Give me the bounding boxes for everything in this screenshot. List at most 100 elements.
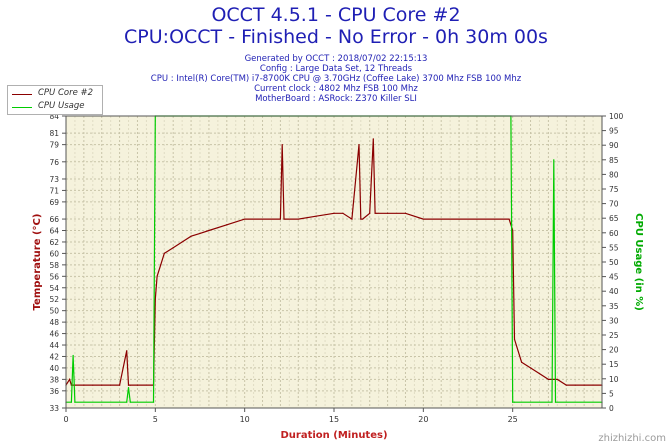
data-point-cpu-core xyxy=(494,218,496,220)
data-point-cpu-core xyxy=(342,212,344,214)
data-point-cpu-core xyxy=(119,384,121,386)
data-point-cpu-core xyxy=(512,229,514,232)
data-point-cpu-core xyxy=(440,218,442,220)
data-point-cpu-core xyxy=(110,384,112,386)
data-point-cpu-usage xyxy=(70,401,72,403)
data-point-cpu-core xyxy=(281,144,283,146)
data-point-cpu-core xyxy=(83,384,85,386)
y-left-tick-label: 52 xyxy=(49,295,59,304)
data-point-cpu-core xyxy=(208,229,210,232)
series-layer xyxy=(65,115,603,403)
y-right-tick-label: 35 xyxy=(609,302,619,311)
y-left-tick-label: 58 xyxy=(49,261,59,270)
legend-label-cpu-core: CPU Core #2 xyxy=(38,88,94,98)
y-left-tick-label: 73 xyxy=(49,175,59,184)
y-right-tick-label: 80 xyxy=(609,170,619,179)
y-left-tick-label: 54 xyxy=(49,284,59,293)
data-point-cpu-usage xyxy=(554,401,557,403)
data-point-cpu-core xyxy=(574,384,576,386)
data-point-cpu-core xyxy=(190,235,192,237)
data-point-cpu-usage xyxy=(127,386,130,389)
y-axis-left-label: Temperature (°C) xyxy=(32,214,43,311)
legend-swatch-cpu-core xyxy=(12,94,32,95)
data-point-cpu-core xyxy=(556,378,558,380)
y-left-tick-label: 38 xyxy=(49,375,59,384)
data-point-cpu-core xyxy=(476,218,478,220)
data-point-cpu-core xyxy=(261,218,264,220)
y-left-tick-label: 46 xyxy=(49,330,59,339)
y-left-tick-label: 40 xyxy=(49,364,59,373)
legend-swatch-cpu-usage xyxy=(12,107,32,108)
series-line-cpu-usage xyxy=(66,115,602,403)
y-right-tick-label: 10 xyxy=(609,375,619,384)
y-left-tick-label: 76 xyxy=(49,158,59,167)
y-left-tick-label: 50 xyxy=(49,307,59,316)
data-point-cpu-core xyxy=(372,138,374,140)
data-point-cpu-core xyxy=(160,264,162,266)
data-point-cpu-core xyxy=(315,215,317,217)
data-point-cpu-core xyxy=(283,218,285,220)
y-left-tick-label: 81 xyxy=(49,129,59,138)
y-left-tick-label: 33 xyxy=(49,404,59,413)
data-point-cpu-core xyxy=(181,241,183,243)
y-left-tick-label: 56 xyxy=(49,272,59,281)
data-point-cpu-core xyxy=(226,224,228,226)
x-tick-label: 0 xyxy=(63,415,68,424)
x-tick-label: 15 xyxy=(329,415,339,424)
data-point-cpu-usage xyxy=(152,401,155,403)
data-point-cpu-core xyxy=(387,212,389,214)
data-point-cpu-core xyxy=(358,144,360,146)
data-point-cpu-core xyxy=(351,218,353,220)
y-left-tick-label: 66 xyxy=(49,215,59,224)
data-point-cpu-core xyxy=(163,252,165,255)
x-tick-label: 25 xyxy=(508,415,518,424)
chart-title: OCCT 4.5.1 - CPU Core #2 xyxy=(211,4,461,26)
data-point-cpu-core xyxy=(404,212,407,214)
data-point-cpu-core xyxy=(529,367,532,369)
data-point-cpu-core xyxy=(360,218,362,220)
y-left-tick-label: 84 xyxy=(49,112,59,121)
y-right-tick-label: 15 xyxy=(609,360,619,369)
y-right-tick-label: 75 xyxy=(609,185,619,194)
x-tick-label: 10 xyxy=(240,415,250,424)
data-point-cpu-core xyxy=(172,247,174,249)
y-right-tick-label: 20 xyxy=(609,346,619,355)
data-point-cpu-core xyxy=(136,384,139,386)
info-motherboard: MotherBoard : ASRock: Z370 Killer SLI xyxy=(255,94,417,104)
y-right-tick-label: 5 xyxy=(609,389,614,398)
data-point-cpu-usage xyxy=(551,401,553,403)
y-left-tick-label: 79 xyxy=(49,141,59,150)
data-point-cpu-core xyxy=(374,212,376,214)
y-right-tick-label: 25 xyxy=(609,331,619,340)
data-point-cpu-core xyxy=(92,384,94,386)
y-right-tick-label: 90 xyxy=(609,141,619,150)
data-point-cpu-core xyxy=(129,384,131,386)
data-point-cpu-usage xyxy=(553,159,555,161)
y-right-tick-label: 60 xyxy=(609,229,619,238)
y-right-tick-label: 65 xyxy=(609,214,619,223)
y-right-tick-label: 85 xyxy=(609,156,619,165)
data-point-cpu-core xyxy=(297,218,299,220)
data-point-cpu-core xyxy=(583,384,585,386)
y-axis-right-label: CPU Usage (in %) xyxy=(633,213,644,311)
y-right-tick-label: 70 xyxy=(609,200,619,209)
data-point-cpu-core xyxy=(565,384,567,386)
data-point-cpu-usage xyxy=(513,401,516,403)
y-right-tick-label: 0 xyxy=(609,404,614,413)
info-current-clock: Current clock : 4802 Mhz FSB 100 Mhz xyxy=(254,84,418,94)
y-right-tick-label: 45 xyxy=(609,273,619,282)
chart-subtitle: CPU:OCCT - Finished - No Error - 0h 30m … xyxy=(124,26,548,48)
data-point-cpu-core xyxy=(156,275,158,277)
data-point-cpu-usage xyxy=(126,401,128,403)
y-right-tick-label: 30 xyxy=(609,316,619,325)
y-left-tick-label: 62 xyxy=(49,238,59,247)
data-point-cpu-core xyxy=(513,338,516,340)
data-point-cpu-core xyxy=(244,218,246,220)
data-point-cpu-core xyxy=(126,350,128,352)
data-point-cpu-core xyxy=(369,212,371,214)
y-left-tick-label: 69 xyxy=(49,198,59,207)
y-left-tick-label: 36 xyxy=(49,387,59,396)
data-point-cpu-core xyxy=(101,384,103,386)
y-right-tick-label: 100 xyxy=(609,112,624,121)
